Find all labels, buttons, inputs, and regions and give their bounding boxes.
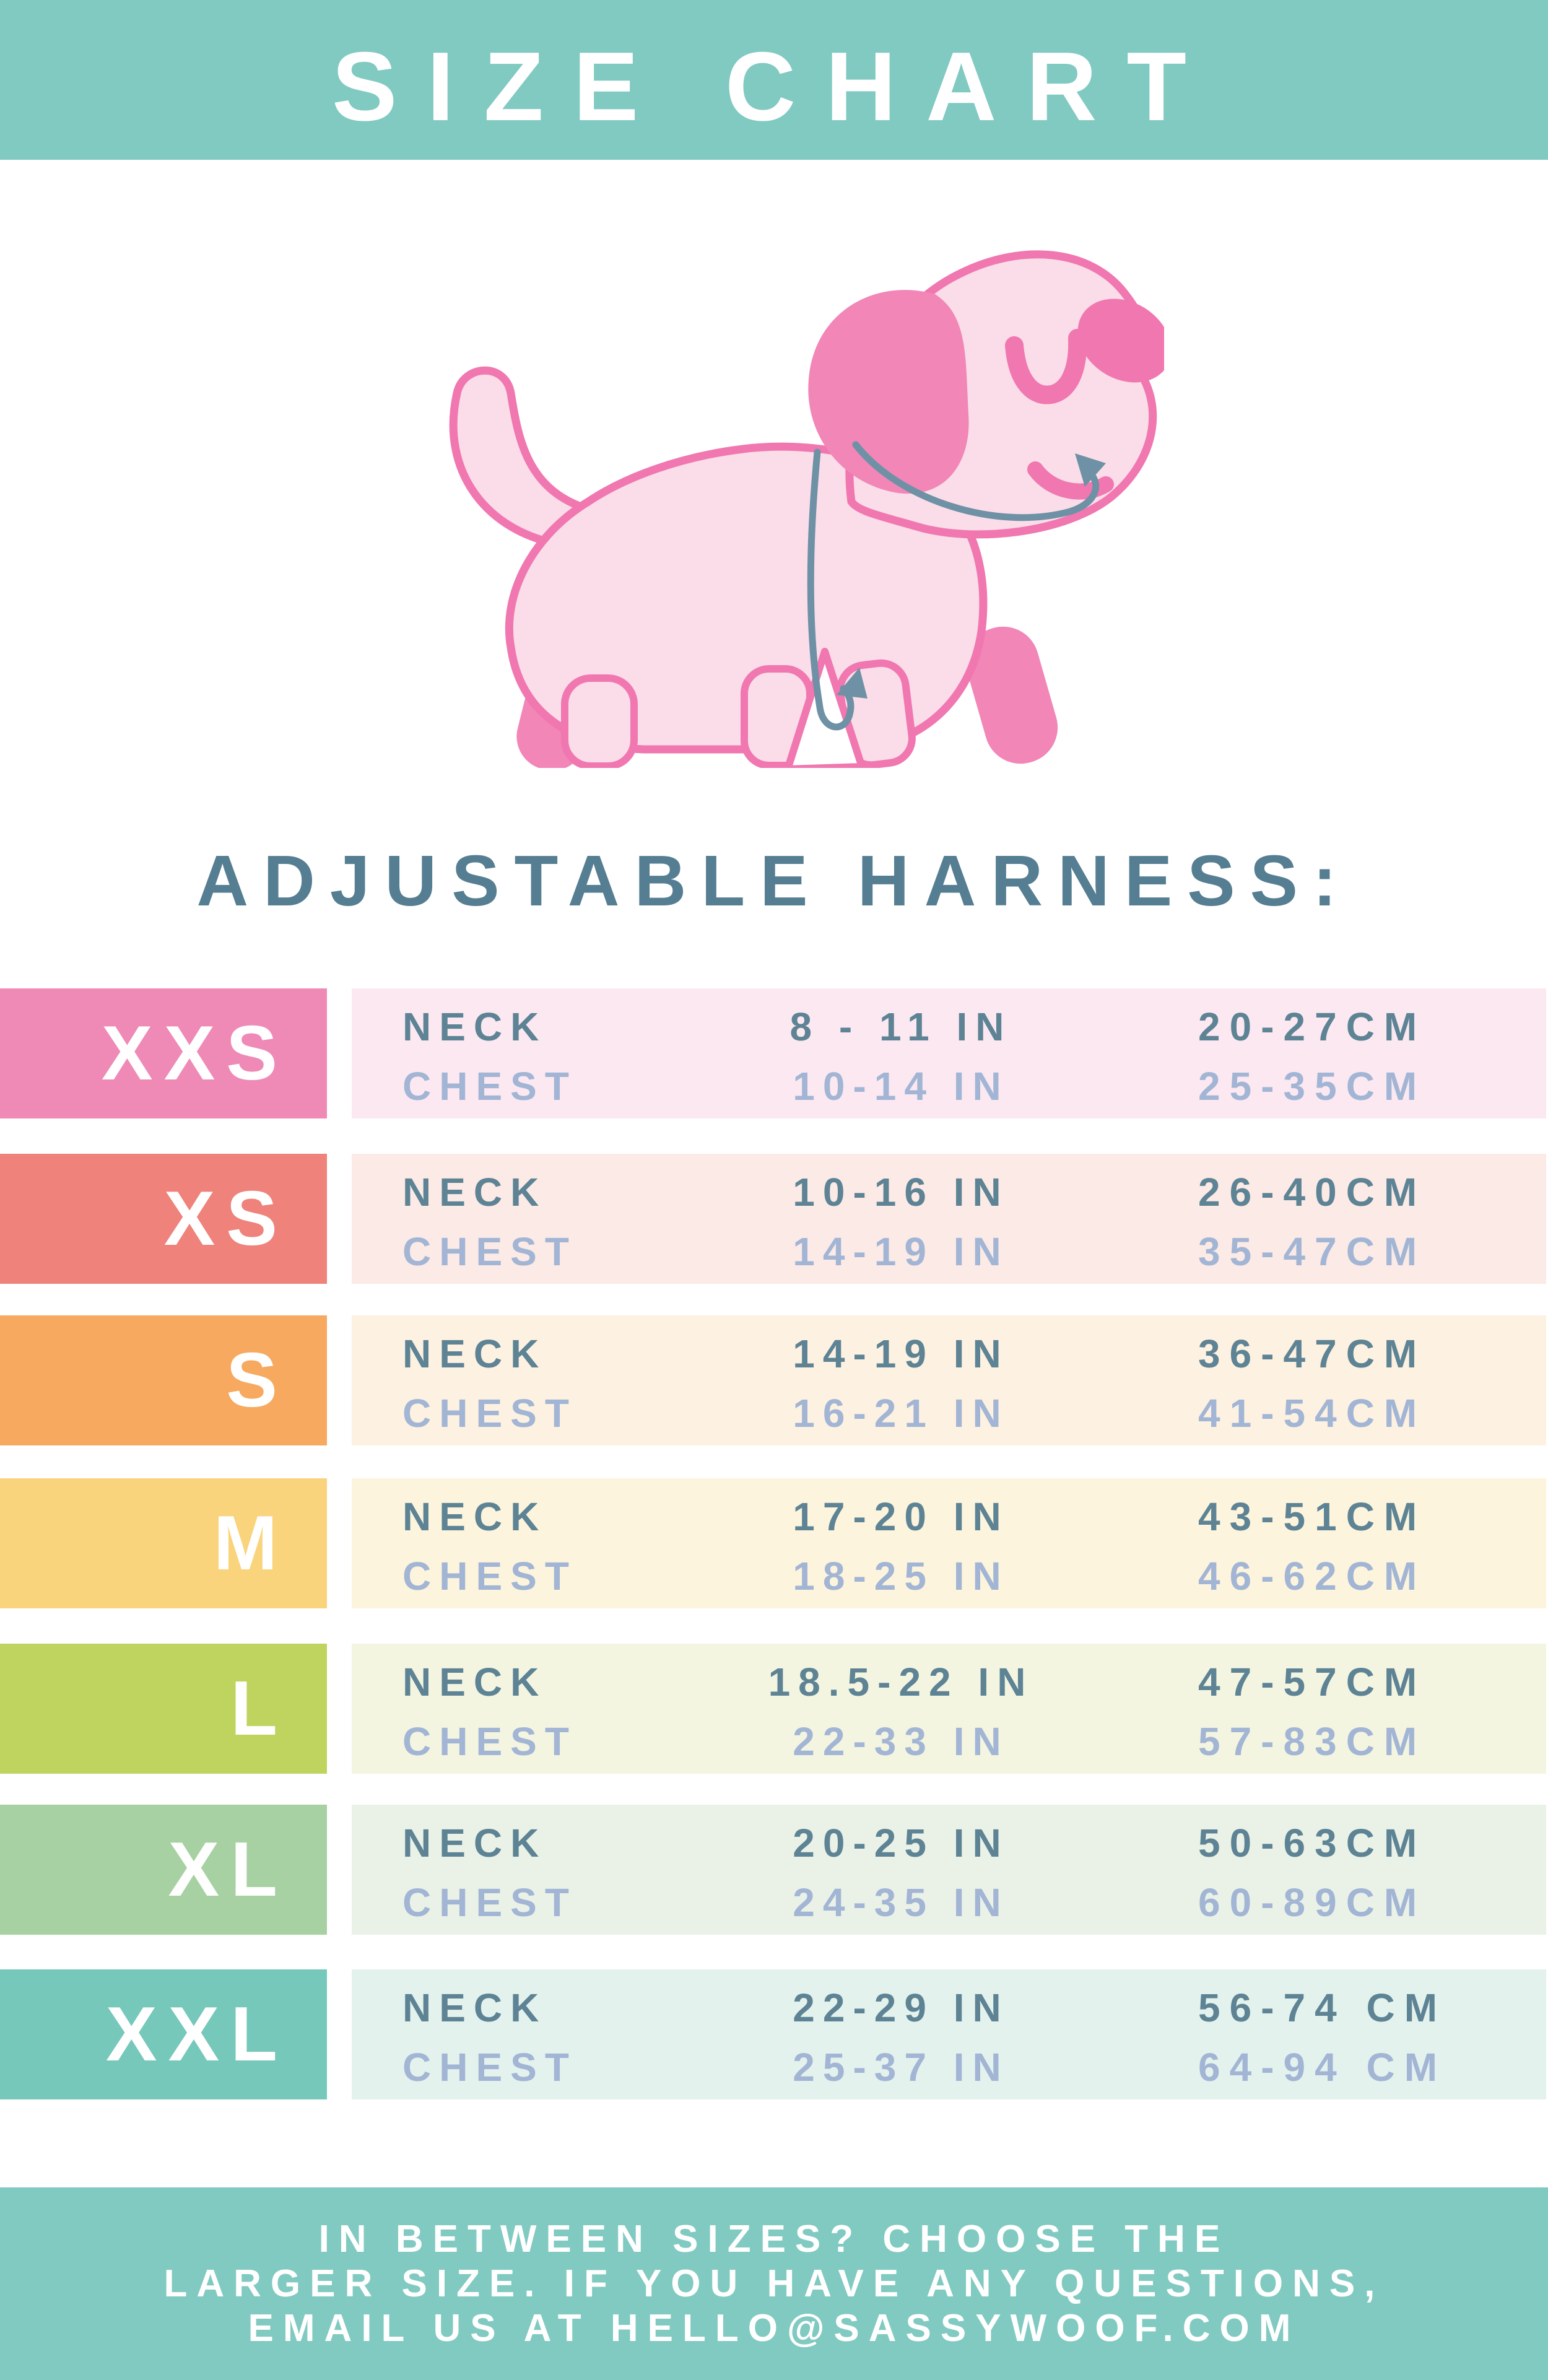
neck-cm-value: 20-27CM xyxy=(1198,1005,1427,1049)
size-row-l: L NECK 18.5-22 IN 47-57CM CHEST 22-33 IN… xyxy=(0,1644,1548,1774)
neck-inches-value: 8 - 11 IN xyxy=(789,1005,1012,1049)
chest-label: CHEST xyxy=(402,1719,577,1764)
neck-label: NECK xyxy=(402,1005,547,1049)
size-badge-xs: XS xyxy=(0,1154,327,1284)
chest-inches-value: 18-25 IN xyxy=(793,1554,1009,1598)
neck-cm-value: 26-40CM xyxy=(1198,1170,1427,1214)
dog-nose xyxy=(1077,299,1164,383)
neck-label: NECK xyxy=(402,1821,547,1865)
chest-inches-value: 22-33 IN xyxy=(793,1719,1009,1764)
neck-label: NECK xyxy=(402,1332,547,1376)
size-row-xs: XS NECK 10-16 IN 26-40CM CHEST 14-19 IN … xyxy=(0,1154,1548,1284)
size-badge-m: M xyxy=(0,1478,327,1608)
chest-label: CHEST xyxy=(402,1064,577,1109)
chest-label: CHEST xyxy=(402,1229,577,1274)
neck-cm-value: 56-74 CM xyxy=(1198,1986,1446,2030)
section-heading: ADJUSTABLE HARNESS: xyxy=(196,840,1352,921)
size-row-xxl: XXL NECK 22-29 IN 56-74 CM CHEST 25-37 I… xyxy=(0,1969,1548,2099)
chest-cm-value: 46-62CM xyxy=(1198,1554,1427,1598)
size-band-s: NECK 14-19 IN 36-47CM CHEST 16-21 IN 41-… xyxy=(352,1315,1546,1445)
chest-cm-value: 64-94 CM xyxy=(1198,2045,1446,2090)
neck-inches-value: 14-19 IN xyxy=(793,1332,1009,1376)
size-row-s: S NECK 14-19 IN 36-47CM CHEST 16-21 IN 4… xyxy=(0,1315,1548,1445)
size-badge-xxs: XXS xyxy=(0,988,327,1118)
neck-label: NECK xyxy=(402,1986,547,2030)
dog-far-front-leg xyxy=(966,626,1058,764)
footer-line-2: LARGER SIZE. IF YOU HAVE ANY QUESTIONS, xyxy=(163,2262,1385,2305)
chest-inches-value: 16-21 IN xyxy=(793,1391,1009,1436)
front-leg-notch xyxy=(784,648,866,768)
size-band-m: NECK 17-20 IN 43-51CM CHEST 18-25 IN 46-… xyxy=(352,1478,1546,1608)
neck-label: NECK xyxy=(402,1660,547,1704)
chest-label: CHEST xyxy=(402,1880,577,1925)
chest-cm-value: 60-89CM xyxy=(1198,1880,1427,1925)
size-row-m: M NECK 17-20 IN 43-51CM CHEST 18-25 IN 4… xyxy=(0,1478,1548,1608)
neck-cm-value: 47-57CM xyxy=(1198,1660,1427,1704)
neck-cm-value: 50-63CM xyxy=(1198,1821,1427,1865)
header-banner: SIZE CHART xyxy=(0,0,1548,160)
neck-cm-value: 36-47CM xyxy=(1198,1332,1427,1376)
chest-label: CHEST xyxy=(402,2045,577,2090)
neck-inches-value: 22-29 IN xyxy=(793,1986,1009,2030)
size-band-xl: NECK 20-25 IN 50-63CM CHEST 24-35 IN 60-… xyxy=(352,1805,1546,1935)
chest-inches-value: 24-35 IN xyxy=(793,1880,1009,1925)
size-band-l: NECK 18.5-22 IN 47-57CM CHEST 22-33 IN 5… xyxy=(352,1644,1546,1774)
size-badge-xxl: XXL xyxy=(0,1969,327,2099)
neck-cm-value: 43-51CM xyxy=(1198,1494,1427,1539)
chest-cm-value: 35-47CM xyxy=(1198,1229,1427,1274)
dog-harness-illustration xyxy=(384,235,1164,768)
chest-cm-value: 41-54CM xyxy=(1198,1391,1427,1436)
footer-note: IN BETWEEN SIZES? CHOOSE THE LARGER SIZE… xyxy=(0,2187,1548,2380)
neck-inches-value: 20-25 IN xyxy=(793,1821,1009,1865)
chest-inches-value: 10-14 IN xyxy=(793,1064,1009,1109)
dog-hind-leg xyxy=(561,674,638,768)
size-badge-s: S xyxy=(0,1315,327,1445)
dog-eye xyxy=(1005,329,1087,404)
chest-measure-line xyxy=(807,448,854,731)
chest-inches-value: 14-19 IN xyxy=(793,1229,1009,1274)
chest-label: CHEST xyxy=(402,1554,577,1598)
footer-line-3: EMAIL US AT HELLO@SASSYWOOF.COM xyxy=(248,2306,1300,2350)
neck-inches-value: 10-16 IN xyxy=(793,1170,1009,1214)
neck-inches-value: 17-20 IN xyxy=(793,1494,1009,1539)
neck-label: NECK xyxy=(402,1170,547,1214)
neck-measure-line xyxy=(852,441,1100,521)
size-row-xxs: XXS NECK 8 - 11 IN 20-27CM CHEST 10-14 I… xyxy=(0,988,1548,1118)
size-band-xxs: NECK 8 - 11 IN 20-27CM CHEST 10-14 IN 25… xyxy=(352,988,1546,1118)
chest-inches-value: 25-37 IN xyxy=(793,2045,1009,2090)
chest-cm-value: 57-83CM xyxy=(1198,1719,1427,1764)
neck-measure-arrow xyxy=(1075,453,1106,487)
chest-cm-value: 25-35CM xyxy=(1198,1064,1427,1109)
size-band-xs: NECK 10-16 IN 26-40CM CHEST 14-19 IN 35-… xyxy=(352,1154,1546,1284)
neck-inches-value: 18.5-22 IN xyxy=(768,1660,1034,1704)
size-badge-l: L xyxy=(0,1644,327,1774)
dog-ear xyxy=(808,290,969,494)
size-row-xl: XL NECK 20-25 IN 50-63CM CHEST 24-35 IN … xyxy=(0,1805,1548,1935)
page-title: SIZE CHART xyxy=(332,32,1216,141)
neck-label: NECK xyxy=(402,1494,547,1539)
size-band-xxl: NECK 22-29 IN 56-74 CM CHEST 25-37 IN 64… xyxy=(352,1969,1546,2099)
size-badge-xl: XL xyxy=(0,1805,327,1935)
footer-line-1: IN BETWEEN SIZES? CHOOSE THE xyxy=(318,2217,1230,2260)
chest-measure-arrow xyxy=(837,668,867,699)
chest-label: CHEST xyxy=(402,1391,577,1436)
